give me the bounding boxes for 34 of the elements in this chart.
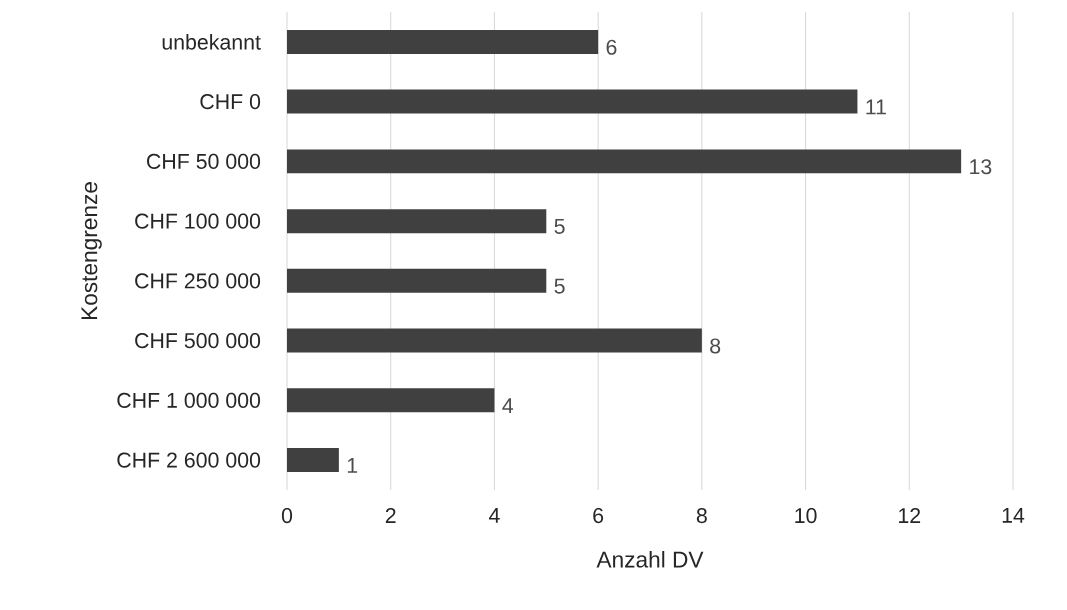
- y-tick-label: unbekannt: [162, 34, 261, 50]
- bar: [287, 89, 858, 114]
- bar: [287, 149, 962, 174]
- y-tick-label: CHF 1 000 000: [117, 392, 261, 408]
- x-tick-label: 10: [795, 508, 817, 524]
- x-tick-label: 4: [488, 508, 500, 523]
- data-label: 6: [606, 39, 617, 55]
- y-axis-title: Kostengrenze: [81, 182, 102, 320]
- y-tick-label: CHF 250 000: [135, 273, 261, 289]
- x-tick-label: 12: [899, 508, 921, 523]
- data-label: 8: [710, 338, 721, 354]
- bar: [287, 388, 495, 413]
- bar: [287, 328, 702, 353]
- bar: [287, 268, 547, 293]
- x-tick-label: 0: [281, 508, 293, 524]
- data-label: 5: [554, 219, 565, 234]
- bar: [287, 209, 547, 234]
- x-tick-label: 6: [593, 508, 604, 524]
- data-label: 4: [502, 398, 514, 414]
- data-label: 1: [347, 458, 358, 473]
- data-label: 13: [970, 159, 992, 175]
- x-tick-label: 2: [385, 508, 396, 523]
- data-label: 5: [554, 278, 565, 294]
- y-tick-label: CHF 2 600 000: [117, 452, 261, 468]
- x-axis-title: Anzahl DV: [596, 550, 704, 568]
- bar: [287, 448, 339, 473]
- data-label: 11: [866, 99, 886, 115]
- x-tick-label: 14: [1002, 508, 1025, 523]
- y-tick-label: CHF 100 000: [135, 213, 261, 229]
- x-tick-label: 8: [696, 508, 707, 524]
- bar: [287, 29, 599, 54]
- y-tick-label: CHF 500 000: [135, 333, 261, 349]
- y-tick-label: CHF 0: [200, 94, 261, 110]
- y-tick-label: CHF 50 000: [147, 153, 261, 169]
